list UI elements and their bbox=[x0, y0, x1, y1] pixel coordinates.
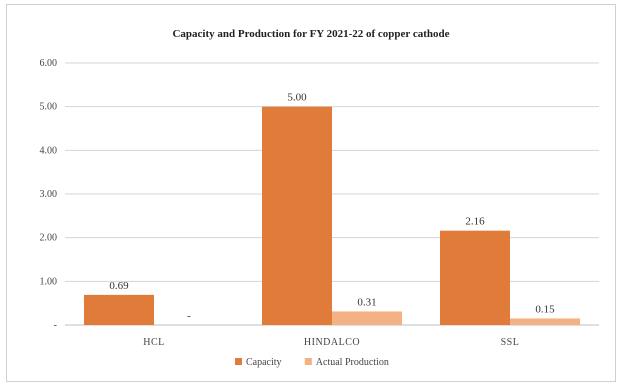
data-label: 0.69 bbox=[109, 280, 129, 292]
y-tick-label: - bbox=[54, 320, 57, 331]
bar-actual-production bbox=[510, 318, 580, 325]
data-label: 2.16 bbox=[465, 216, 485, 228]
x-axis-categories: HCL HINDALCO SSL bbox=[143, 337, 519, 348]
y-tick-label: 3.00 bbox=[40, 189, 58, 200]
legend-label: Capacity bbox=[246, 357, 282, 368]
data-label: 0.15 bbox=[535, 303, 555, 315]
x-category-label: HINDALCO bbox=[304, 337, 360, 348]
y-axis-ticks: - 1.00 2.00 3.00 4.00 5.00 6.00 bbox=[40, 58, 58, 331]
bars bbox=[84, 106, 580, 326]
chart-frame: Capacity and Production for FY 2021-22 o… bbox=[6, 4, 616, 382]
y-tick-label: 5.00 bbox=[40, 102, 58, 113]
y-tick-label: 1.00 bbox=[40, 276, 58, 287]
bar-chart: Capacity and Production for FY 2021-22 o… bbox=[40, 28, 599, 368]
y-tick-label: 4.00 bbox=[40, 145, 58, 156]
legend-label: Actual Production bbox=[316, 357, 389, 368]
legend: Capacity Actual Production bbox=[235, 357, 389, 368]
data-label: 5.00 bbox=[287, 92, 307, 104]
x-category-label: HCL bbox=[143, 337, 165, 348]
bar-actual-production bbox=[332, 311, 402, 325]
y-tick-label: 6.00 bbox=[40, 58, 58, 69]
bar-capacity bbox=[262, 106, 332, 326]
x-category-label: SSL bbox=[501, 337, 520, 348]
legend-swatch bbox=[304, 358, 312, 365]
chart-title: Capacity and Production for FY 2021-22 o… bbox=[172, 28, 449, 40]
data-labels: 0.69 - 5.00 0.31 2.16 0.15 bbox=[109, 92, 555, 322]
legend-swatch bbox=[235, 358, 242, 365]
bar-capacity bbox=[440, 230, 510, 325]
data-label: 0.31 bbox=[357, 296, 376, 308]
bar-capacity bbox=[84, 294, 154, 325]
data-label: - bbox=[187, 310, 191, 322]
y-tick-label: 2.00 bbox=[40, 233, 58, 244]
